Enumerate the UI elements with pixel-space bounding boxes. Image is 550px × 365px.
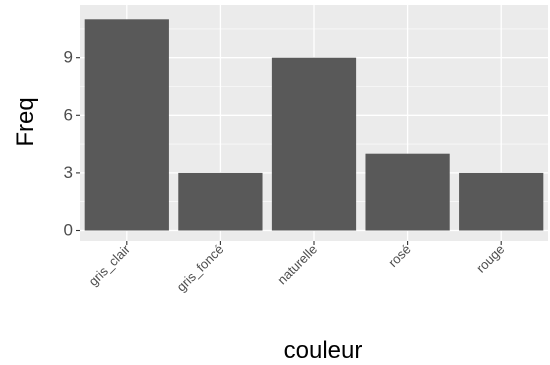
x-tick-label: rouge xyxy=(473,242,507,276)
bar-gris_foncé xyxy=(178,172,263,231)
bar-rouge xyxy=(459,172,544,231)
x-tick-label: gris_foncé xyxy=(173,242,226,295)
y-tick-label: 6 xyxy=(64,105,73,124)
x-axis-title: couleur xyxy=(284,337,363,364)
bars xyxy=(84,19,544,231)
y-axis-title: Freq xyxy=(12,97,39,146)
y-tick-label: 9 xyxy=(64,48,73,67)
x-axis: gris_clair gris_foncé naturelle rosé rouge xyxy=(86,241,507,295)
y-tick-label: 3 xyxy=(64,163,73,182)
x-tick-label: gris_clair xyxy=(86,241,134,289)
y-tick-label: 0 xyxy=(64,221,73,240)
x-tick-label: naturelle xyxy=(274,242,320,288)
bar-rosé xyxy=(365,153,450,231)
bar-naturelle xyxy=(271,57,357,231)
bar-gris_clair xyxy=(84,19,169,231)
y-axis: 0 3 6 9 xyxy=(64,48,80,240)
x-tick-label: rosé xyxy=(385,242,413,270)
